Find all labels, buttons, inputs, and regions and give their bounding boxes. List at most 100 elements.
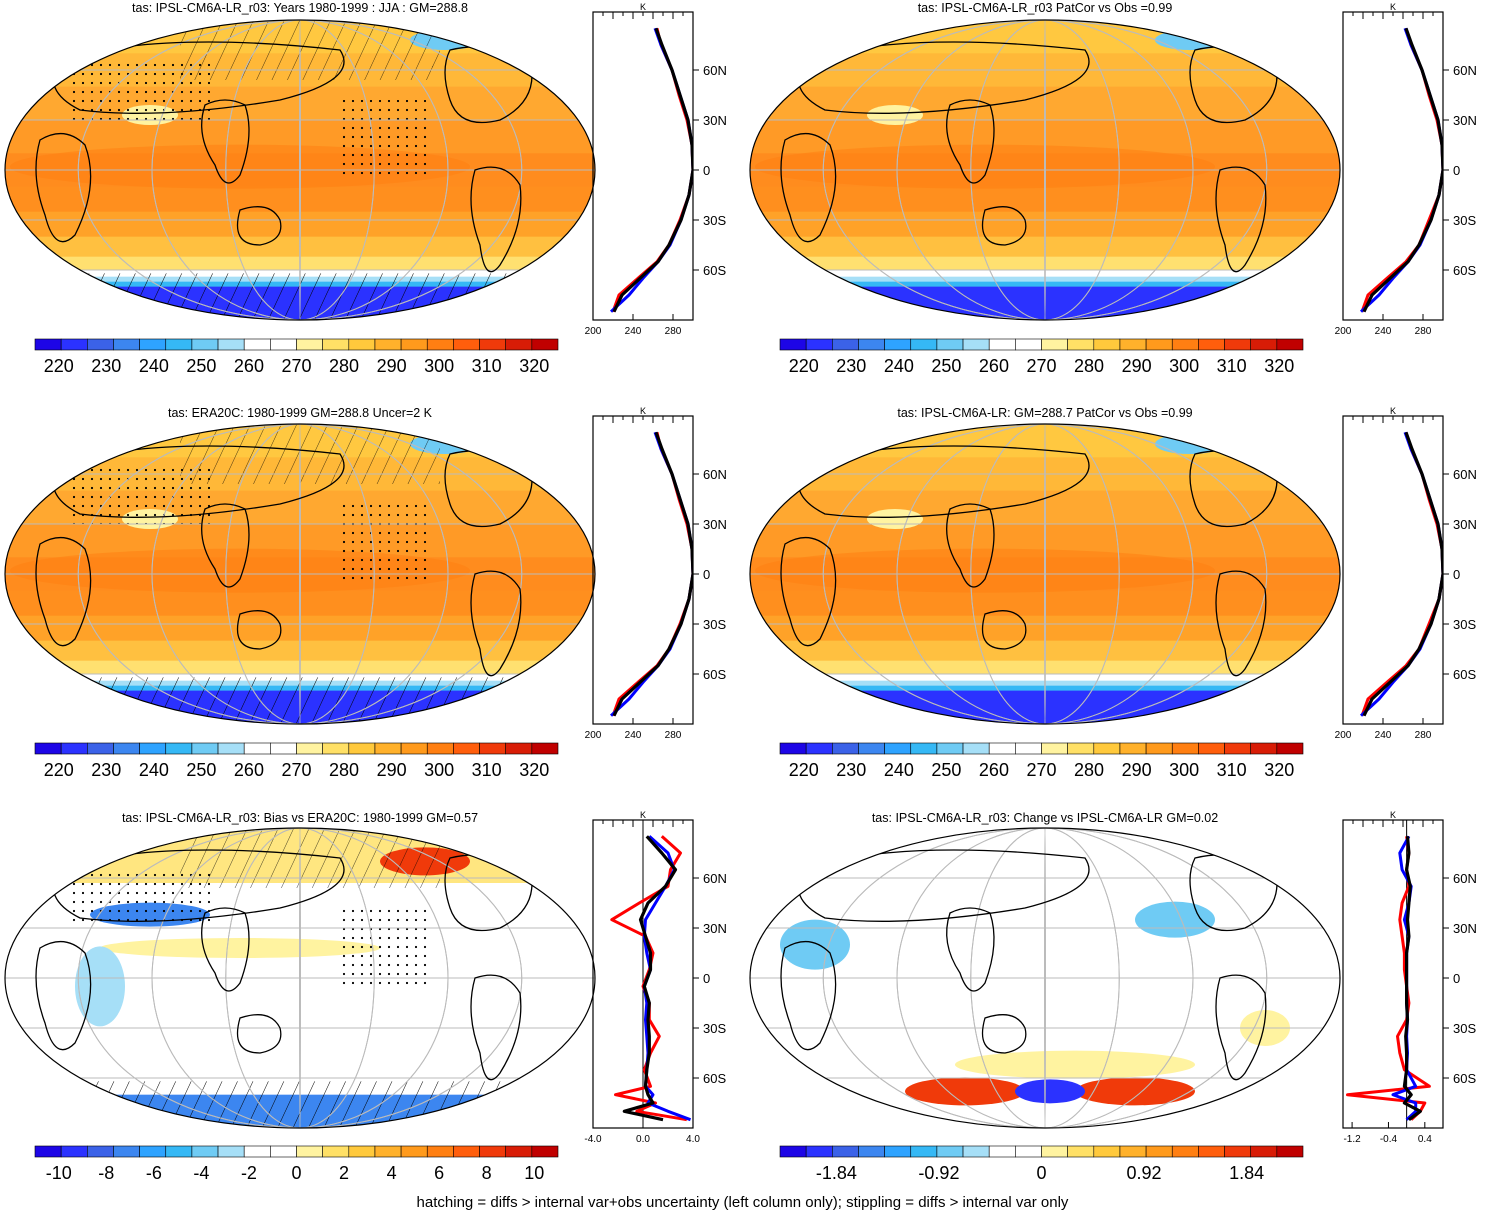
coastline: [946, 907, 995, 992]
colorbar-tick-label: 270: [281, 760, 311, 780]
colorbar-swatch: [87, 742, 114, 755]
colorbar-tick-label: 320: [1264, 356, 1294, 376]
graticule-lon: [822, 424, 1268, 724]
colorbar-swatch: [910, 1145, 938, 1158]
colorbar-swatch: [348, 1145, 376, 1158]
graticule-lon: [896, 20, 1194, 320]
colorbar-tick-label: 230: [91, 760, 121, 780]
colorbar-swatch: [1015, 742, 1042, 755]
colorbar-swatch: [296, 1145, 323, 1158]
colorbar-swatch: [139, 1145, 167, 1158]
zonal-lines: [1359, 431, 1443, 717]
colorbar-swatch: [831, 1145, 859, 1158]
colorbar-swatch: [1067, 1145, 1095, 1158]
colorbar-swatch: [322, 742, 350, 755]
colorbar-tick-label: -0.92: [918, 1163, 959, 1183]
warm-pool: [755, 548, 1215, 593]
colorbar-swatch: [936, 338, 964, 351]
colorbar-tick-label: 250: [931, 356, 961, 376]
colorbar-tick-label: 290: [1122, 760, 1152, 780]
coastline: [1215, 166, 1267, 273]
colorbar-swatch: [1250, 1145, 1278, 1158]
colorbar-swatch: [296, 742, 323, 755]
graticule-lon: [970, 828, 1120, 1128]
zonal-lat-label: 0: [703, 567, 710, 582]
panel-5: tas: IPSL-CM6A-LR_r03: Bias vs ERA20C: 1…: [4, 810, 727, 1183]
zonal-series-line: [642, 835, 692, 1122]
colorbar-swatch: [1093, 1145, 1121, 1158]
colorbar-swatch: [113, 742, 140, 755]
zonal-lat-label: 30S: [1453, 213, 1476, 228]
stippling-2: [340, 100, 430, 180]
zonal-series-line: [1362, 27, 1443, 313]
colorbar-tick-label: 280: [1074, 760, 1104, 780]
zonal-lat-label: 60N: [703, 871, 727, 886]
zonal-series-line: [1362, 431, 1443, 717]
colorbar-swatch: [1171, 338, 1199, 351]
colorbar-tick-label: 240: [884, 760, 914, 780]
map-frame: [749, 19, 1341, 321]
colorbar-swatch: [1224, 742, 1252, 755]
change-warm-1: [905, 1077, 1025, 1106]
colorbar-swatch: [1145, 338, 1173, 351]
coastline: [201, 99, 250, 184]
zonal-lat-label: 30S: [703, 617, 726, 632]
colorbar-swatch: [217, 742, 245, 755]
zonal-series-line: [1346, 836, 1431, 1121]
coastline: [470, 570, 522, 677]
colorbar-swatch: [270, 338, 297, 351]
stippling-2: [340, 504, 430, 584]
zonal-lat-label: 0: [1453, 567, 1460, 582]
colorbar-swatch: [988, 742, 1016, 755]
coastline: [1215, 974, 1267, 1081]
colorbar-swatch: [1041, 1145, 1068, 1158]
colorbar-tick-label: 8: [482, 1163, 492, 1183]
map-field: [5, 828, 595, 1128]
colorbar-tick-label: 320: [519, 356, 549, 376]
colorbar: 220 230 240 250 260 270 280 290 300 310 320: [779, 338, 1304, 376]
colorbar: 220 230 240 250 260 270 280 290 300 310 320: [34, 742, 559, 780]
colorbar-swatch: [962, 1145, 990, 1158]
colorbar-swatch: [1250, 338, 1278, 351]
zonal-lines: [609, 431, 693, 717]
colorbar-swatch: [1198, 338, 1225, 351]
colorbar-tick-label: 310: [1217, 760, 1247, 780]
zonal-lat-label: 60N: [1453, 871, 1477, 886]
colorbar-swatch: [217, 338, 245, 351]
colorbar-swatch: [426, 742, 454, 755]
colorbar-tick-label: 0: [1036, 1163, 1046, 1183]
zonal-xlabel: K: [640, 810, 646, 820]
change-warm-2: [1075, 1077, 1195, 1106]
zonal-x-label: -1.2: [1343, 1134, 1361, 1145]
colorbar-tick-label: 260: [234, 760, 264, 780]
colorbar-tick-label: 250: [186, 760, 216, 780]
footnote: hatching = diffs > internal var+obs unce…: [416, 1194, 1069, 1211]
colorbar-swatch: [139, 742, 167, 755]
graticule-lon: [1044, 424, 1046, 724]
colorbar-swatch: [779, 338, 807, 351]
zonal-lat-label: 0: [1453, 163, 1460, 178]
colorbar-swatch: [113, 1145, 140, 1158]
colorbar-tick-label: -4: [193, 1163, 209, 1183]
coastline: [201, 907, 250, 992]
colorbar-swatch: [243, 338, 271, 351]
panel-4: tas: IPSL-CM6A-LR: GM=288.7 PatCor vs Ob…: [749, 406, 1477, 780]
colorbar-swatch: [505, 742, 533, 755]
graticule-lon: [1044, 828, 1046, 1128]
colorbar-swatch: [1119, 338, 1147, 351]
graticule-lon: [225, 828, 375, 1128]
zonal-lat-label: 0: [1453, 971, 1460, 986]
colorbar-swatch: [531, 1145, 559, 1158]
coastline: [780, 537, 837, 647]
zonal-lat-label: 30N: [1453, 517, 1477, 532]
colorbar-tick-label: 4: [387, 1163, 397, 1183]
zonal-lines: [610, 835, 692, 1122]
zonal-lat-label: 60S: [1453, 263, 1476, 278]
zonal-x-label: 280: [665, 730, 682, 741]
map-field: [750, 828, 1340, 1128]
zonal-lat-label: 60N: [703, 63, 727, 78]
colorbar-swatch: [936, 742, 964, 755]
colorbar-swatch: [270, 1145, 297, 1158]
zonal-lat-label: 30N: [703, 921, 727, 936]
graticule-lon: [299, 424, 301, 724]
